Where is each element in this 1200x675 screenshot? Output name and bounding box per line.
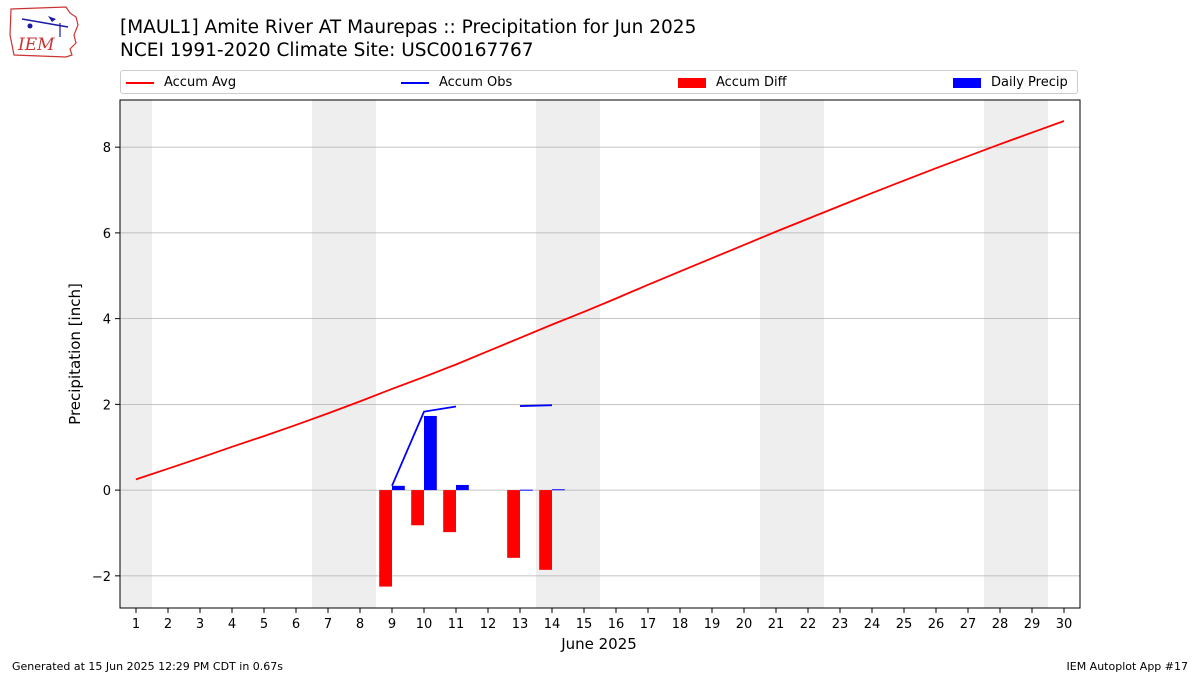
line-layer xyxy=(135,120,1065,487)
legend-item-accum-obs: Accum Obs xyxy=(401,74,512,92)
x-tick-label: 22 xyxy=(800,617,817,632)
x-tick-label: 9 xyxy=(388,617,396,632)
y-axis-label: Precipitation [inch] xyxy=(66,283,84,425)
x-tick-label: 1 xyxy=(132,617,140,632)
weekend-band xyxy=(760,100,824,608)
logo-text: IEM xyxy=(17,35,55,55)
x-tick-label: 8 xyxy=(356,617,364,632)
daily-precip-bar xyxy=(456,484,469,491)
x-tick-label: 11 xyxy=(448,617,465,632)
plot-frame xyxy=(119,99,1081,609)
y-tick-label: 0 xyxy=(103,484,111,499)
x-tick-label: 23 xyxy=(832,617,849,632)
accum-diff-bar xyxy=(379,490,392,587)
legend-label-accum-obs: Accum Obs xyxy=(439,75,513,90)
x-tick-label: 13 xyxy=(512,617,529,632)
x-tick-label: 27 xyxy=(960,617,977,632)
y-tick-label: 8 xyxy=(103,141,111,156)
x-tick-label: 16 xyxy=(608,617,625,632)
accum-diff-bar xyxy=(443,490,456,533)
legend-label-daily-precip: Daily Precip xyxy=(991,75,1068,90)
x-tick-label: 5 xyxy=(260,617,268,632)
x-tick-label: 18 xyxy=(672,617,689,632)
accum-avg-line xyxy=(135,120,1065,481)
x-tick-label: 26 xyxy=(928,617,945,632)
x-tick-label: 17 xyxy=(640,617,657,632)
x-tick-label: 10 xyxy=(416,617,433,632)
accum-obs-line xyxy=(391,405,457,487)
legend-swatch-daily-precip xyxy=(953,78,981,88)
legend-item-accum-diff: Accum Diff xyxy=(678,74,787,92)
legend-item-accum-avg: Accum Avg xyxy=(126,74,236,92)
weekend-shading-layer xyxy=(120,100,1048,608)
x-tick-label: 4 xyxy=(228,617,236,632)
chart-subtitle: NCEI 1991-2020 Climate Site: USC00167767 xyxy=(120,40,534,61)
x-tick-label: 14 xyxy=(544,617,561,632)
x-tick-label: 21 xyxy=(768,617,785,632)
daily-precip-bar xyxy=(520,489,533,491)
x-tick-label: 19 xyxy=(704,617,721,632)
accum-diff-bar xyxy=(411,490,424,526)
daily-precip-bar xyxy=(552,489,565,491)
x-tick-label: 15 xyxy=(576,617,593,632)
weekend-band xyxy=(984,100,1048,608)
legend-item-daily-precip: Daily Precip xyxy=(953,74,1068,92)
x-tick-label: 6 xyxy=(292,617,300,632)
y-tick-label: −2 xyxy=(92,570,111,585)
weekend-band xyxy=(312,100,376,608)
y-tick-label: 6 xyxy=(103,227,111,242)
daily-precip-bar xyxy=(424,415,437,491)
x-tick-label: 24 xyxy=(864,617,881,632)
legend-swatch-accum-diff xyxy=(678,78,706,88)
legend-swatch-accum-obs xyxy=(401,82,429,84)
weekend-band xyxy=(120,100,152,608)
x-tick-label: 29 xyxy=(1024,617,1041,632)
daily-precip-bar xyxy=(392,485,405,491)
y-tick-label: 4 xyxy=(103,313,111,328)
x-tick-label: 25 xyxy=(896,617,913,632)
bar-layer xyxy=(379,415,565,587)
x-tick-label: 28 xyxy=(992,617,1009,632)
accum-obs-line xyxy=(519,404,553,407)
chart-title: [MAUL1] Amite River AT Maurepas :: Preci… xyxy=(120,17,697,38)
y-tick-label: 2 xyxy=(103,398,111,413)
legend-swatch-accum-avg xyxy=(126,82,154,84)
accum-diff-bar xyxy=(507,490,520,558)
legend-label-accum-diff: Accum Diff xyxy=(716,75,787,90)
footer-generated-text: Generated at 15 Jun 2025 12:29 PM CDT in… xyxy=(12,660,284,673)
x-axis-label: June 2025 xyxy=(560,635,637,653)
x-tick-label: 12 xyxy=(480,617,497,632)
x-tick-label: 30 xyxy=(1056,617,1073,632)
x-tick-label: 2 xyxy=(164,617,172,632)
legend: Accum Avg Accum Obs Accum Diff Daily Pre… xyxy=(120,70,1078,94)
accum-diff-bar xyxy=(539,490,552,570)
x-tick-label: 3 xyxy=(196,617,204,632)
footer-app-text: IEM Autoplot App #17 xyxy=(1066,660,1189,673)
gridline-layer xyxy=(120,146,1080,577)
x-tick-label: 20 xyxy=(736,617,753,632)
legend-label-accum-avg: Accum Avg xyxy=(164,75,237,90)
x-tick-label: 7 xyxy=(324,617,332,632)
iem-logo: IEM xyxy=(8,5,80,59)
